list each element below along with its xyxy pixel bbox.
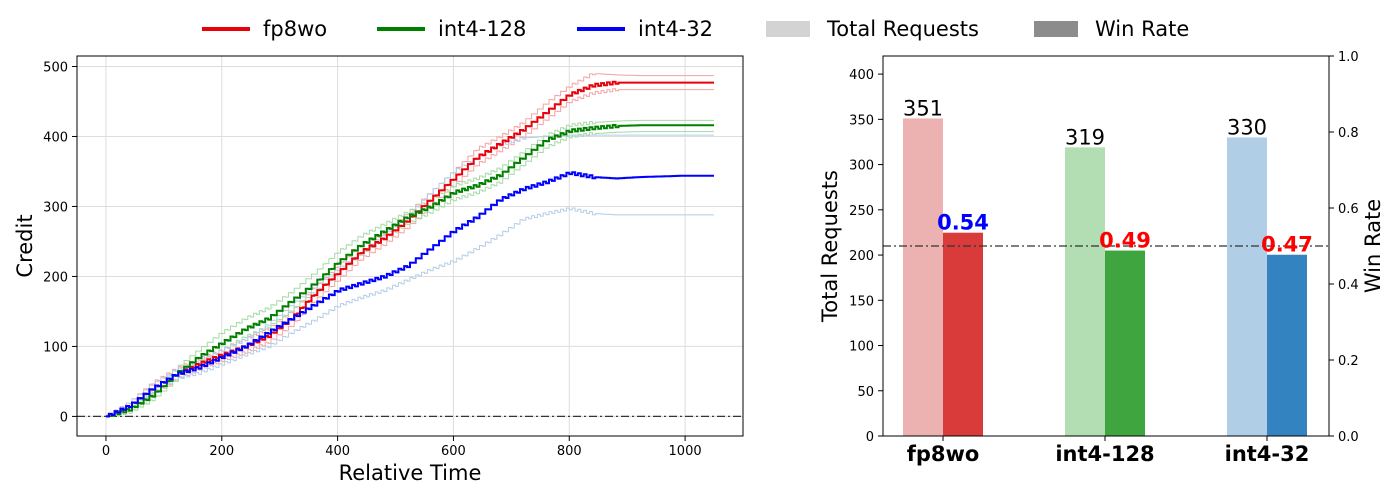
bar-chart-y2tick-label: 0.0 — [1338, 430, 1359, 445]
series-line-int4-128 — [105, 124, 714, 418]
bar-chart-y2tick-label: 0.2 — [1338, 354, 1359, 369]
bar-chart-ytick-label: 0 — [866, 430, 874, 445]
line-chart-ytick-label: 100 — [43, 340, 68, 355]
legend-label: Total Requests — [826, 17, 979, 41]
bar-label-win-rate: 0.49 — [1099, 229, 1151, 253]
band-lower-int4-32 — [105, 207, 714, 417]
line-chart-xtick-label: 0 — [102, 444, 110, 459]
bar-label-total-requests: 330 — [1227, 115, 1267, 139]
line-chart-grid — [77, 56, 743, 436]
line-chart-ylabel: Credit — [13, 214, 37, 277]
bar-win-rate-int4-32 — [1267, 254, 1307, 436]
line-chart-xlabel: Relative Time — [339, 461, 482, 485]
bar-total-requests-int4-32 — [1227, 137, 1267, 436]
line-chart-xtick-label: 800 — [557, 444, 582, 459]
line-chart-series — [105, 80, 714, 418]
band-lower-fp8wo — [105, 88, 714, 417]
band-upper-int4-128 — [105, 119, 714, 417]
bar-chart-ytick-label: 400 — [849, 68, 874, 83]
bar-win-rate-fp8wo — [943, 232, 983, 436]
line-chart: 0 200 400 600 800 1000 0 100 200 300 400 500 Relati… — [13, 55, 744, 485]
bar-chart-ytick-label: 300 — [849, 159, 874, 174]
legend-label: int4-32 — [638, 17, 713, 41]
bar-label-win-rate: 0.47 — [1261, 233, 1313, 257]
bar-chart-y2tick-label: 0.8 — [1338, 126, 1359, 141]
line-chart-ytick-label: 300 — [43, 200, 68, 215]
bar-chart-ytick-label: 350 — [849, 113, 874, 128]
bar-chart: fp8wo int4-128 int4-32 0 50 100 150 200 250 300 35… — [818, 50, 1385, 466]
bar-chart-y2tick-label: 0.4 — [1338, 278, 1359, 293]
series-line-int4-32 — [105, 171, 714, 418]
band-lower-int4-128 — [105, 131, 714, 418]
legend-label: Win Rate — [1095, 17, 1189, 41]
line-chart-ytick-label: 0 — [60, 410, 68, 425]
legend-patch-Total Requests — [766, 21, 810, 37]
line-chart-xtick-label: 600 — [441, 444, 466, 459]
bar-win-rate-int4-128 — [1105, 250, 1145, 436]
series-line-fp8wo — [105, 80, 714, 418]
bar-chart-category-label: int4-32 — [1225, 442, 1310, 466]
legend-patch-Win Rate — [1034, 21, 1078, 37]
bar-label-win-rate: 0.54 — [937, 211, 989, 235]
bar-chart-ylabel: Total Requests — [818, 170, 842, 323]
bar-chart-y2tick-label: 0.6 — [1338, 202, 1359, 217]
legend-label: fp8wo — [263, 17, 327, 41]
bar-chart-category-label: int4-128 — [1055, 442, 1154, 466]
band-upper-fp8wo — [105, 73, 714, 417]
line-chart-xtick-label: 200 — [209, 444, 234, 459]
line-chart-ytick-label: 400 — [43, 130, 68, 145]
bar-chart-value-labels: 351 0.54 319 0.49 330 0.47 — [903, 96, 1313, 256]
bar-chart-ytick-label: 150 — [849, 294, 874, 309]
line-chart-xtick-label: 400 — [325, 444, 350, 459]
bar-chart-ytick-label: 100 — [849, 340, 874, 355]
legend: fp8wo int4-128 int4-32 Total Requests Win Ra… — [202, 17, 1189, 41]
bar-chart-ticks: fp8wo int4-128 int4-32 0 50 100 150 200 250 300 35… — [849, 50, 1359, 466]
bar-total-requests-int4-128 — [1065, 147, 1105, 436]
bar-chart-y2tick-label: 1.0 — [1338, 50, 1359, 65]
line-chart-ytick-label: 200 — [43, 270, 68, 285]
line-chart-ytick-label: 500 — [43, 60, 68, 75]
bar-label-total-requests: 319 — [1065, 125, 1105, 149]
bar-chart-ytick-label: 50 — [857, 385, 874, 400]
line-chart-xtick-label: 1000 — [669, 444, 702, 459]
bar-chart-ytick-label: 200 — [849, 249, 874, 264]
bar-chart-frame — [882, 55, 1330, 437]
bar-chart-ytick-label: 250 — [849, 204, 874, 219]
legend-label: int4-128 — [438, 17, 526, 41]
bar-label-total-requests: 351 — [903, 96, 943, 120]
bar-chart-bars — [883, 118, 1329, 436]
bar-total-requests-fp8wo — [903, 118, 943, 436]
line-chart-ticks: 0 200 400 600 800 1000 0 100 200 300 400 500 — [43, 60, 701, 459]
bar-chart-category-label: fp8wo — [907, 442, 980, 466]
line-chart-frame — [76, 55, 744, 437]
bar-chart-y2label: Win Rate — [1361, 199, 1385, 293]
